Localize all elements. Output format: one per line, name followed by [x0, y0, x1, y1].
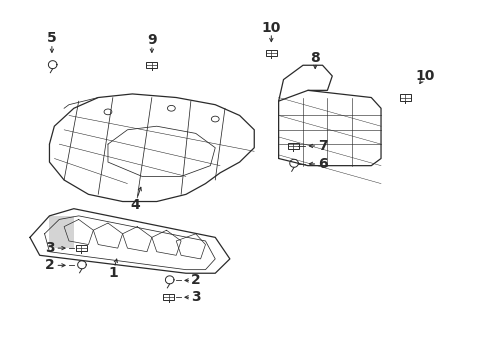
Text: 10: 10	[414, 69, 434, 83]
Text: 4: 4	[130, 198, 140, 212]
Text: 1: 1	[108, 266, 118, 280]
Bar	[265, 50, 276, 56]
Text: 2: 2	[190, 273, 200, 287]
Bar	[287, 143, 298, 149]
Bar	[146, 62, 157, 68]
Text: 6: 6	[317, 157, 326, 171]
Text: 9: 9	[147, 33, 156, 47]
Bar	[399, 94, 410, 101]
Text: 8: 8	[310, 51, 320, 65]
Bar	[163, 294, 174, 301]
Text: 5: 5	[47, 31, 57, 45]
Text: 3: 3	[190, 290, 200, 304]
Text: 7: 7	[317, 139, 326, 153]
Text: 3: 3	[44, 241, 54, 255]
Text: 2: 2	[44, 258, 54, 273]
Text: 10: 10	[261, 21, 281, 35]
Bar	[76, 245, 86, 251]
